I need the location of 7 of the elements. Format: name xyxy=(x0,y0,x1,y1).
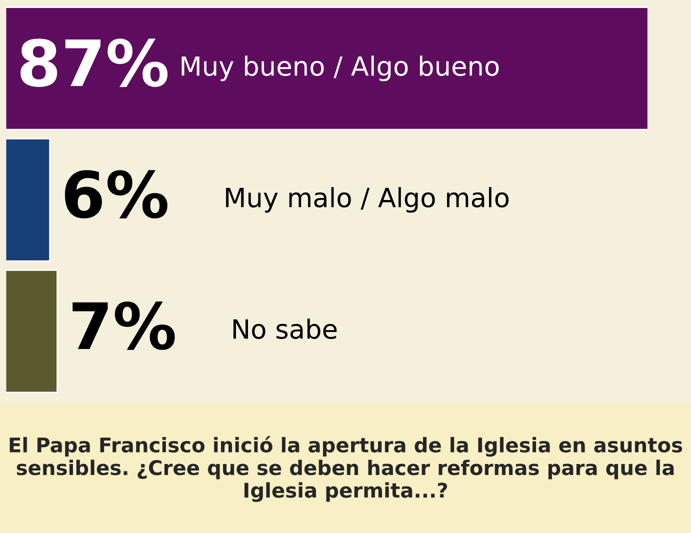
y-tick-label: No sabe xyxy=(233,318,337,340)
data-label: 6% xyxy=(64,170,168,218)
text: El Papa Francisco inició la apertura de la Iglesia en asuntos sensibles. ¿Cree que se deben hacer reformas para que la Iglesia permita...? xyxy=(10,436,682,502)
y-tick-label: Muy malo / Algo malo xyxy=(226,187,509,213)
data-label: 7% xyxy=(72,302,175,350)
y-tick-label: Muy bueno / Algo bueno xyxy=(182,56,499,82)
data-label: 87% xyxy=(20,38,168,87)
